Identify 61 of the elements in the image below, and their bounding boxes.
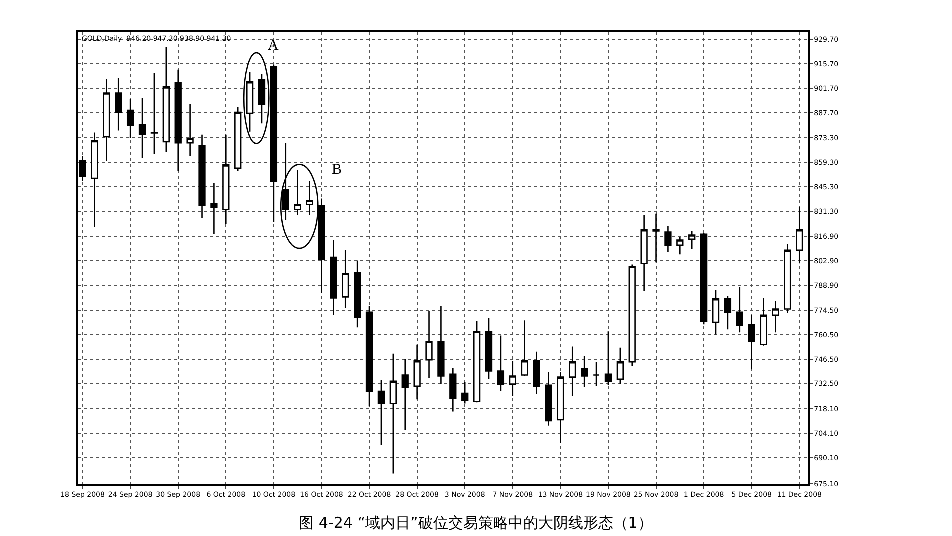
- candlestick: [760, 298, 768, 347]
- candlestick: [497, 335, 505, 392]
- candlestick: [772, 300, 780, 334]
- candlestick: [330, 240, 338, 316]
- candlestick: [736, 286, 744, 334]
- candlestick: [138, 98, 146, 159]
- candlestick: [234, 106, 242, 172]
- candlestick: [557, 372, 564, 444]
- candlestick: [581, 355, 588, 388]
- text: 图 4-24 “域内日”破位交易策略中的大阴线形态（1）: [299, 514, 653, 532]
- candlestick: [438, 306, 445, 385]
- candlestick: [652, 213, 660, 264]
- candlestick: [198, 134, 206, 219]
- candlestick: [473, 320, 481, 404]
- candlestick: [294, 170, 302, 216]
- candlestick: [688, 230, 696, 250]
- candlestick: [91, 132, 98, 228]
- candlestick: [186, 104, 194, 157]
- candlestick: [640, 214, 648, 292]
- candlestick: [103, 78, 110, 162]
- candlestick: [664, 225, 672, 254]
- candlestick: [342, 250, 350, 310]
- candlestick: [79, 155, 86, 182]
- candlestick: [592, 361, 600, 388]
- candlestick: [390, 353, 397, 474]
- candlestick: [676, 236, 684, 256]
- candlestick: [545, 372, 552, 427]
- candlestick: [378, 380, 386, 446]
- candlestick: [784, 244, 792, 314]
- candlestick: [628, 264, 636, 367]
- candlestick: [162, 46, 170, 153]
- candlestick: [462, 382, 469, 404]
- candlestick: [748, 314, 756, 370]
- candlestick: [569, 346, 576, 398]
- annotation: B: [332, 162, 342, 178]
- candlestick: [616, 347, 624, 385]
- candlestick: [222, 134, 230, 225]
- candlestick: [450, 367, 457, 412]
- candlestick: [796, 206, 804, 264]
- candlestick: [712, 289, 720, 336]
- candlestick: [174, 69, 182, 172]
- candlestick: [509, 360, 516, 398]
- candlestick: [521, 320, 528, 377]
- candlestick: [604, 330, 612, 386]
- candlestick: [210, 182, 218, 235]
- candlestick: [306, 180, 314, 216]
- candlestick: [426, 310, 433, 380]
- candlestick: [414, 344, 421, 400]
- candlestick: [366, 306, 374, 408]
- candlestick: [354, 260, 362, 328]
- candlestick: [115, 77, 122, 132]
- candlestick: [258, 73, 266, 124]
- candlestick: [533, 351, 540, 396]
- candlestick: [246, 71, 254, 133]
- candlestick: [485, 318, 493, 380]
- candlestick: [150, 72, 158, 155]
- candlestick: [126, 98, 134, 139]
- candlestick: [700, 232, 708, 326]
- annotation: A: [268, 38, 279, 54]
- candlestick: [724, 296, 732, 330]
- candlestick: [402, 358, 409, 431]
